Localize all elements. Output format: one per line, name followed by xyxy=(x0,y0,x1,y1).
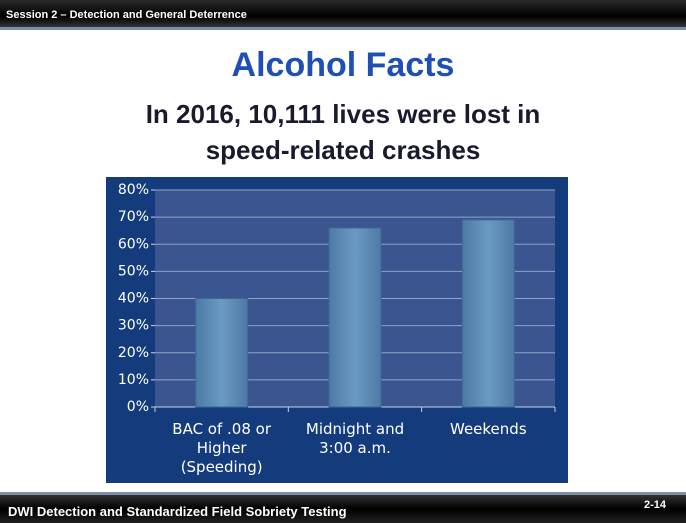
y-tick-label: 30% xyxy=(118,318,149,334)
bar xyxy=(195,298,249,408)
y-tick-label: 10% xyxy=(118,372,149,388)
page-number: 2-14 xyxy=(643,499,666,511)
y-tick-label: 50% xyxy=(118,263,149,279)
y-tick-label: 20% xyxy=(118,345,149,361)
slide-subtitle: In 2016, 10,111 lives were lost in speed… xyxy=(145,99,541,165)
y-tick-label: 60% xyxy=(118,236,149,252)
y-tick-label: 80% xyxy=(118,182,149,198)
session-label: Session 2 – Detection and General Deterr… xyxy=(6,9,247,21)
x-tick-label: Weekends xyxy=(450,420,527,438)
y-tick-label: 40% xyxy=(118,291,149,307)
header-bar: Session 2 – Detection and General Deterr… xyxy=(0,0,686,30)
y-tick-label: 0% xyxy=(127,399,149,415)
course-label: DWI Detection and Standardized Field Sob… xyxy=(8,504,347,519)
bar xyxy=(328,227,382,408)
bar xyxy=(461,219,515,408)
footer-bar: DWI Detection and Standardized Field Sob… xyxy=(0,492,686,523)
x-tick-label: Midnight and 3:00 a.m. xyxy=(305,420,405,457)
y-tick-label: 70% xyxy=(118,209,149,225)
slide-title: Alcohol Facts xyxy=(231,46,455,84)
chart: 0% 10% 20% 30% 40% 50% 60% 70% 80% xyxy=(106,177,568,483)
x-tick-label: BAC of .08 or Higher (Speeding) xyxy=(172,420,272,476)
